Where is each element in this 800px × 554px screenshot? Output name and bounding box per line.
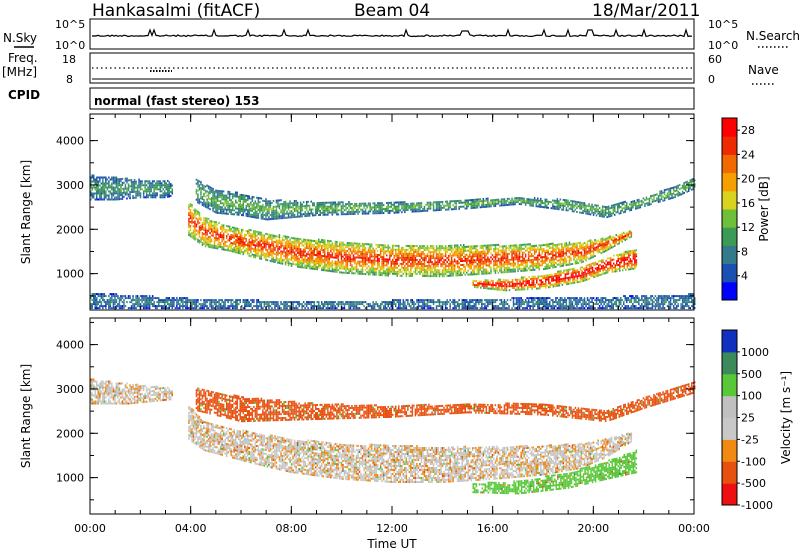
power-cbar-tick: 20 bbox=[741, 173, 755, 186]
power-cbar-tick: 28 bbox=[741, 124, 755, 137]
colorbar-swatch bbox=[722, 461, 737, 484]
xtick-label: 00:00 bbox=[678, 522, 710, 535]
velocity-cbar-tick: -1000 bbox=[741, 499, 773, 512]
colorbar-swatch bbox=[722, 373, 737, 397]
colorbar-swatch bbox=[722, 227, 737, 246]
colorbar-swatch bbox=[722, 417, 737, 440]
echo-band-3 bbox=[472, 249, 638, 292]
power-cbar-label: Power [dB] bbox=[757, 176, 771, 241]
colorbar-swatch bbox=[722, 351, 737, 375]
nave-tick-bottom: 0 bbox=[708, 73, 715, 86]
echo-band-0 bbox=[188, 203, 633, 278]
colorbar-swatch bbox=[722, 136, 737, 155]
colorbar-swatch bbox=[722, 483, 737, 506]
echo-band-0 bbox=[188, 406, 633, 483]
nsky-tick-bottom-right: 10^0 bbox=[708, 39, 738, 52]
beam-title: Beam 04 bbox=[354, 1, 430, 21]
nsky-tick-top-left: 10^5 bbox=[55, 18, 85, 31]
colorbar-swatch bbox=[722, 245, 737, 265]
freq-tick-bottom: 8 bbox=[66, 73, 73, 86]
nsky-label: N.Sky bbox=[3, 31, 37, 45]
xtick-label: 16:00 bbox=[477, 522, 509, 535]
power-cbar-tick: 4 bbox=[741, 270, 748, 283]
velocity-ytick-label: 3000 bbox=[56, 383, 84, 396]
echo-band-4 bbox=[90, 293, 696, 310]
power-ytick-label: 4000 bbox=[56, 135, 84, 148]
velocity-cbar-tick: -100 bbox=[741, 455, 766, 468]
power-ytick-label: 3000 bbox=[56, 179, 84, 192]
freq-label: Freq. bbox=[8, 51, 38, 65]
station-title: Hankasalmi (fitACF) bbox=[92, 1, 260, 21]
xtick-label: 00:00 bbox=[74, 522, 106, 535]
echo-band-1 bbox=[195, 381, 696, 423]
freq-panel bbox=[89, 52, 695, 84]
nsky-tick-bottom-left: 10^0 bbox=[55, 39, 85, 52]
time-axis: 00:00 04:00 08:00 12:00 16:00 20:00 00:00 Time … bbox=[74, 522, 710, 551]
colorbar-swatch bbox=[722, 263, 737, 283]
power-ylabel: Slant Range [km] bbox=[19, 160, 33, 264]
nave-tick-top: 60 bbox=[708, 53, 722, 66]
xtick-label: 12:00 bbox=[376, 522, 408, 535]
cpid-text: normal (fast stereo) 153 bbox=[94, 94, 260, 108]
power-cbar-tick: 24 bbox=[741, 148, 755, 161]
colorbar-swatch bbox=[722, 209, 737, 228]
nave-label: Nave bbox=[748, 63, 779, 77]
velocity-cbar-label: Velocity [m s⁻¹] bbox=[779, 371, 793, 464]
velocity-ytick-label: 2000 bbox=[56, 427, 84, 440]
colorbar-swatch bbox=[722, 154, 737, 174]
velocity-cbar-tick: -500 bbox=[741, 477, 766, 490]
colorbar-swatch bbox=[722, 172, 737, 192]
velocity-panel: 1000 2000 3000 4000 Slant Range [km] bbox=[19, 317, 696, 515]
nsearch-label: N.Search bbox=[746, 29, 800, 43]
power-ytick-label: 1000 bbox=[56, 268, 84, 281]
echo-band-1 bbox=[195, 178, 696, 221]
freq-tick-top: 18 bbox=[62, 53, 76, 66]
colorbar-swatch bbox=[722, 190, 737, 210]
power-ytick-label: 2000 bbox=[56, 223, 84, 236]
power-cbar-tick: 16 bbox=[741, 197, 755, 210]
velocity-cbar-tick: -25 bbox=[741, 433, 759, 446]
date-title: 18/Mar/2011 bbox=[592, 1, 700, 21]
xtick-label: 08:00 bbox=[275, 522, 307, 535]
cpid-panel bbox=[89, 87, 695, 110]
colorbar-swatch bbox=[722, 395, 737, 418]
cpid-label: CPID bbox=[8, 88, 40, 102]
power-cbar-tick: 8 bbox=[741, 245, 748, 258]
power-panel: 1000 2000 3000 4000 Slant Range [km] bbox=[19, 113, 696, 311]
colorbar-swatch bbox=[722, 118, 737, 137]
velocity-ytick-label: 1000 bbox=[56, 472, 84, 485]
colorbar-swatch bbox=[722, 281, 737, 301]
velocity-colorbar: 1000 500 100 25 -25 -100 -500 -1000 Velocity [m … bbox=[721, 329, 793, 512]
xtick-label: 04:00 bbox=[175, 522, 207, 535]
velocity-cbar-tick: 100 bbox=[741, 390, 762, 403]
echo-band-2 bbox=[90, 378, 173, 405]
echo-band-3 bbox=[472, 449, 638, 495]
velocity-cbar-tick: 25 bbox=[741, 412, 755, 425]
velocity-cbar-tick: 500 bbox=[741, 368, 762, 381]
freq-unit: [MHz] bbox=[2, 65, 37, 79]
colorbar-swatch bbox=[722, 439, 737, 462]
nsky-series-line bbox=[91, 27, 693, 38]
velocity-ylabel: Slant Range [km] bbox=[19, 364, 33, 468]
xtick-label: 20:00 bbox=[577, 522, 609, 535]
colorbar-swatch bbox=[722, 330, 737, 353]
nsky-panel bbox=[89, 18, 695, 50]
power-cbar-tick: 12 bbox=[741, 221, 755, 234]
xaxis-label: Time UT bbox=[366, 537, 417, 551]
velocity-cbar-tick: 1000 bbox=[741, 346, 769, 359]
echo-band-2 bbox=[90, 174, 173, 201]
velocity-ytick-label: 4000 bbox=[56, 339, 84, 352]
power-colorbar: 4 8 12 16 20 24 28 Power [dB] bbox=[721, 117, 771, 301]
nsky-tick-top-right: 10^5 bbox=[708, 18, 738, 31]
